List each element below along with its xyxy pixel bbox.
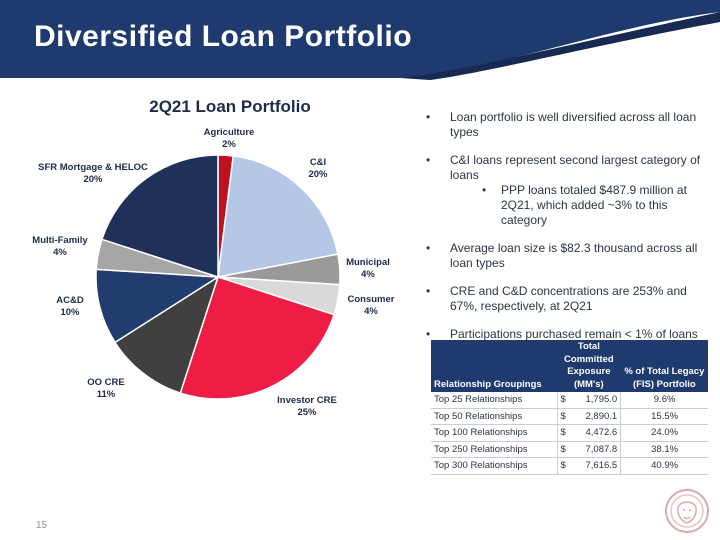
table-row: Top 100 Relationships $ 4,472.6 24.0% (431, 424, 708, 442)
pie-slice (217, 155, 339, 278)
header-total-exposure: Total Committed Exposure (MM's) (557, 340, 621, 392)
cell-group: Top 250 Relationships (431, 441, 557, 458)
slice-value-label: 25% (297, 407, 317, 418)
cell-exposure: 1,795.0 (568, 392, 621, 409)
slice-label: Municipal (346, 257, 390, 268)
slice-label: C&I (310, 157, 326, 168)
cell-currency: $ (556, 441, 569, 458)
bullet-item: CRE and C&D concentrations are 253% and … (422, 284, 712, 314)
bullet-text: Loan portfolio is well diversified acros… (450, 110, 697, 139)
table-row: Top 250 Relationships $ 7,087.8 38.1% (431, 441, 708, 458)
slice-label: Multi-Family (32, 235, 88, 246)
table-row: Top 25 Relationships $ 1,795.0 9.6% (431, 392, 708, 409)
sub-bullet-item: PPP loans totaled $487.9 million at 2Q21… (450, 183, 712, 228)
table-header-row: Relationship Groupings Total Committed E… (431, 340, 708, 392)
cell-exposure: 4,472.6 (568, 424, 621, 442)
page-number: 15 (36, 520, 48, 531)
cell-pct: 15.5% (620, 408, 708, 425)
bullet-item: C&I loans represent second largest categ… (422, 153, 712, 228)
slice-value-label: 20% (308, 169, 328, 180)
bullet-list: Loan portfolio is well diversified acros… (422, 110, 712, 355)
slice-value-label: 11% (97, 389, 116, 400)
cell-currency: $ (556, 392, 569, 409)
bullet-text: CRE and C&D concentrations are 253% and … (450, 284, 687, 313)
slice-label: AC&D (56, 295, 84, 306)
bullet-text: Average loan size is $82.3 thousand acro… (450, 241, 698, 270)
sub-bullet-text: PPP loans totaled $487.9 million at 2Q21… (501, 183, 687, 227)
lion-head-logo-icon (665, 489, 709, 533)
slice-label: OO CRE (87, 377, 124, 388)
slice-value-label: 20% (83, 174, 103, 185)
bullet-item: Average loan size is $82.3 thousand acro… (422, 241, 712, 271)
page-title: Diversified Loan Portfolio (34, 20, 413, 53)
bullet-item: Participations purchased remain < 1% of … (422, 327, 712, 342)
header-banner (0, 0, 720, 80)
cell-group: Top 100 Relationships (431, 424, 557, 442)
cell-currency: $ (556, 457, 569, 475)
cell-group: Top 50 Relationships (431, 408, 557, 425)
cell-pct: 9.6% (620, 392, 708, 409)
pie-slice (101, 154, 219, 279)
cell-pct: 40.9% (620, 457, 708, 475)
cell-pct: 38.1% (620, 441, 708, 458)
cell-currency: $ (556, 424, 569, 442)
bullet-text: Participations purchased remain < 1% of … (450, 327, 698, 341)
relationship-table: Relationship Groupings Total Committed E… (431, 340, 708, 475)
pie-slice (113, 275, 220, 394)
slice-value-label: 4% (361, 269, 375, 280)
header-band (0, 0, 720, 78)
slice-label: Consumer (348, 294, 395, 305)
slice-value-label: 4% (53, 247, 67, 258)
cell-exposure: 2,890.1 (568, 408, 621, 425)
slice-label: Agriculture (204, 127, 255, 138)
header-relationship-groupings: Relationship Groupings (431, 340, 557, 392)
chart-title: 2Q21 Loan Portfolio (149, 97, 311, 116)
slice-label: Investor CRE (277, 395, 337, 406)
pie-slice (179, 276, 335, 400)
bullet-text: C&I loans represent second largest categ… (450, 153, 701, 182)
table-row: Top 300 Relationships $ 7,616.5 40.9% (431, 457, 708, 475)
cell-exposure: 7,087.8 (568, 441, 621, 458)
slice-value-label: 10% (60, 307, 80, 318)
cell-exposure: 7,616.5 (568, 457, 621, 475)
cell-group: Top 25 Relationships (431, 392, 557, 409)
cell-group: Top 300 Relationships (431, 457, 557, 475)
cell-currency: $ (556, 408, 569, 425)
pie-slice (95, 268, 221, 344)
bullet-item: Loan portfolio is well diversified acros… (422, 110, 712, 140)
slice-value-label: 4% (364, 306, 378, 317)
header-pct-legacy: % of Total Legacy (FIS) Portfolio (620, 340, 708, 392)
slice-label: SFR Mortgage & HELOC (38, 162, 148, 173)
slice-value-label: 2% (222, 139, 236, 150)
table-row: Top 50 Relationships $ 2,890.1 15.5% (431, 408, 708, 425)
cell-pct: 24.0% (620, 424, 708, 442)
